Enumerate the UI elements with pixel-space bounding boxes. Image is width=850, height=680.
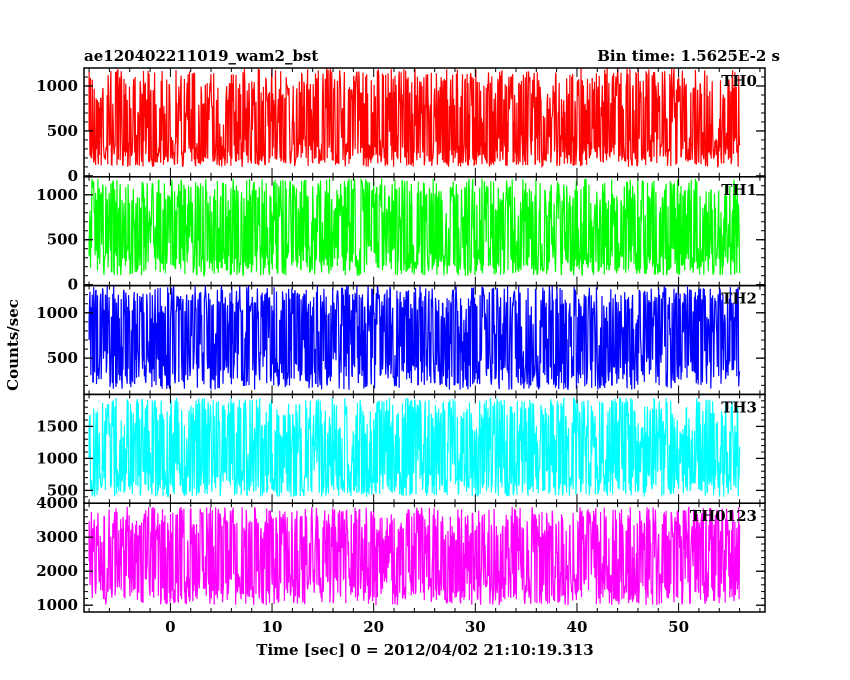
y-tick-label: 1000 bbox=[36, 77, 78, 95]
y-tick-label: 1500 bbox=[36, 417, 78, 435]
series-label-th1: TH1 bbox=[721, 181, 757, 199]
x-tick-label: 40 bbox=[567, 618, 588, 636]
x-tick-label: 20 bbox=[363, 618, 384, 636]
series-line-th2 bbox=[88, 285, 741, 391]
y-tick-label: 500 bbox=[47, 231, 78, 249]
y-tick-label: 1000 bbox=[36, 304, 78, 322]
series-label-th2: TH2 bbox=[721, 290, 757, 308]
series-line-th3 bbox=[88, 397, 741, 498]
figure-right-title: Bin time: 1.5625E-2 s bbox=[597, 47, 780, 65]
y-tick-label: 1000 bbox=[36, 449, 78, 467]
series-line-th0123 bbox=[88, 506, 741, 606]
y-tick-label: 0 bbox=[68, 276, 78, 294]
y-tick-label: 1000 bbox=[36, 186, 78, 204]
series-line-th1 bbox=[88, 177, 741, 277]
y-axis-label: Counts/sec bbox=[4, 299, 22, 391]
x-tick-label: 30 bbox=[465, 618, 486, 636]
series-label-th0123: TH0123 bbox=[690, 507, 757, 525]
x-tick-label: 0 bbox=[165, 618, 175, 636]
x-tick-label: 50 bbox=[668, 618, 689, 636]
series-label-th0: TH0 bbox=[721, 72, 757, 90]
y-tick-label: 2000 bbox=[36, 562, 78, 580]
x-tick-label: 10 bbox=[262, 618, 283, 636]
x-axis-label: Time [sec] 0 = 2012/04/02 21:10:19.313 bbox=[256, 641, 593, 659]
y-tick-label: 500 bbox=[47, 349, 78, 367]
y-tick-label: 4000 bbox=[36, 494, 78, 512]
y-tick-label: 500 bbox=[47, 122, 78, 140]
y-tick-label: 3000 bbox=[36, 528, 78, 546]
series-line-th0 bbox=[88, 68, 741, 169]
series-label-th3: TH3 bbox=[721, 398, 757, 416]
figure-left-title: ae120402211019_wam2_bst bbox=[84, 47, 318, 65]
y-tick-label: 1000 bbox=[36, 596, 78, 614]
y-tick-label: 0 bbox=[68, 167, 78, 185]
y-tick-label: 500 bbox=[47, 481, 78, 499]
